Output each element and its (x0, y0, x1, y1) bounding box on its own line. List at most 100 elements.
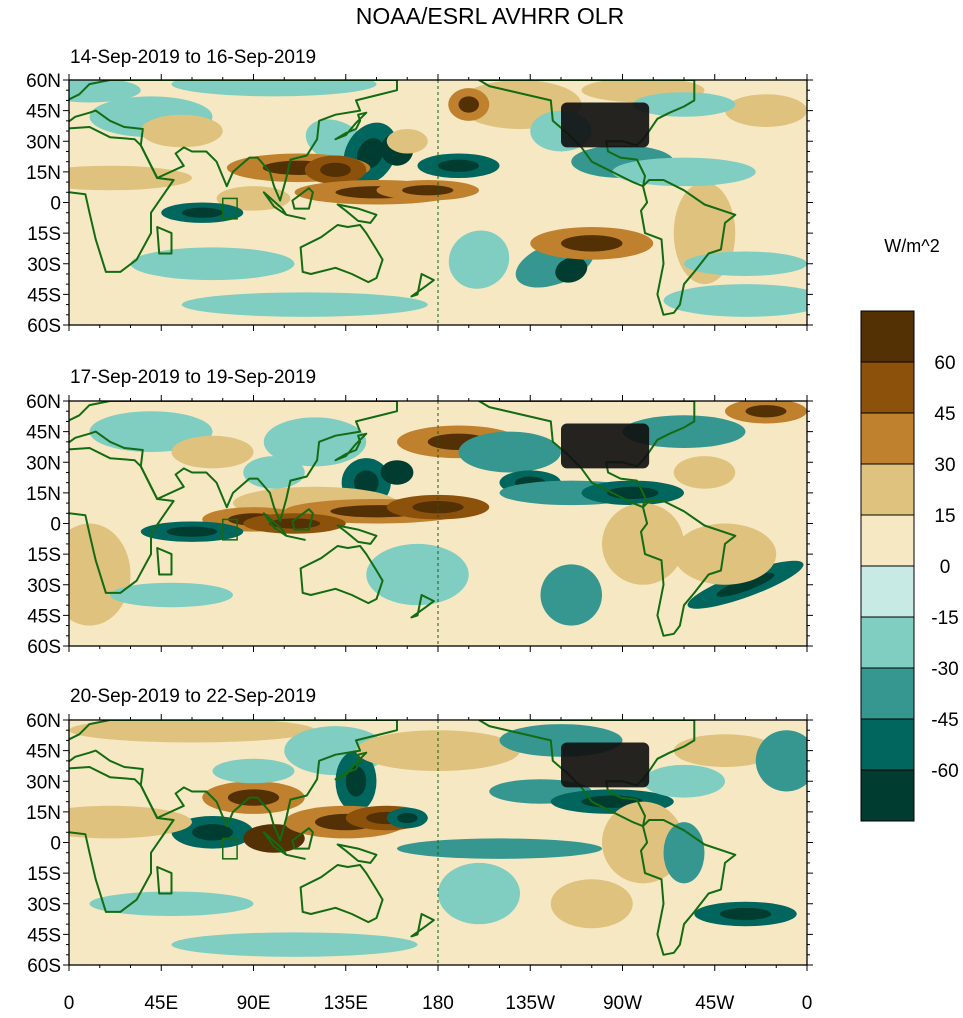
lat-label: 0 (50, 515, 61, 536)
lat-label: 15S (27, 545, 61, 566)
lat-label: 60S (27, 637, 61, 658)
lat-label: 15S (27, 224, 61, 245)
colorbar-label: 15 (934, 506, 955, 527)
anomaly-region (89, 891, 254, 916)
anomaly-region (366, 543, 469, 606)
anomaly-field (69, 401, 807, 646)
lon-label: 45W (695, 993, 734, 1013)
anomaly-region (69, 720, 315, 743)
anomaly-region (181, 292, 428, 317)
anomaly-field (69, 80, 807, 325)
coastline (69, 447, 175, 594)
coastline (291, 508, 314, 531)
anomaly-region (632, 92, 736, 117)
anomaly-region (397, 838, 602, 859)
anomaly-region (380, 460, 414, 485)
lon-label: 90W (603, 993, 642, 1013)
lat-label: 60N (26, 711, 61, 732)
anomaly-region (243, 456, 305, 489)
lat-label: 0 (50, 194, 61, 215)
colorbar-label: -60 (931, 761, 958, 782)
lat-label: 30S (27, 576, 61, 597)
anomaly-core (345, 765, 367, 797)
panel-date-label: 20-Sep-2019 to 22-Sep-2019 (70, 686, 316, 707)
colorbar-label: -45 (931, 710, 958, 731)
anomaly-region (555, 257, 588, 283)
longitude-axis: 0 45E 90E 135E 180 135W 90W 45W 0 (64, 993, 813, 1014)
coastline (69, 720, 398, 842)
anomaly-region (448, 230, 510, 289)
lat-label: 15S (27, 864, 61, 885)
us-state-boundaries (561, 742, 650, 788)
us-state-boundaries (561, 102, 650, 148)
anomaly-region (663, 284, 807, 317)
anomaly-core (397, 812, 418, 824)
colorbar-label: -30 (931, 659, 958, 680)
coastline (334, 751, 368, 781)
coastline (69, 126, 175, 273)
anomaly-region (602, 801, 684, 884)
anomaly-core (458, 96, 479, 113)
anomaly-contours (69, 401, 807, 626)
panel-date-label: 14-Sep-2019 to 16-Sep-2019 (70, 47, 316, 68)
anomaly-core (719, 907, 772, 921)
coastline (334, 432, 368, 462)
panel-date-label: 17-Sep-2019 to 19-Sep-2019 (70, 367, 316, 388)
anomaly-field (69, 720, 807, 965)
colorbar-swatch (860, 412, 915, 465)
coastline (334, 111, 368, 141)
colorbar-label: 0 (940, 557, 951, 578)
lat-label: 15N (26, 803, 61, 824)
anomaly-core (356, 138, 384, 169)
lat-label: 45N (26, 423, 61, 444)
anomaly-core (716, 572, 775, 597)
lat-label: 60N (26, 392, 61, 413)
coastline (299, 224, 384, 284)
anomaly-region (725, 94, 807, 127)
colorbar-swatch (860, 565, 915, 618)
anomaly-core (268, 518, 321, 529)
lat-label: 30S (27, 895, 61, 916)
coastlines (69, 401, 737, 637)
panel-axes: 60N 45N 30N 15N 0 15S 30S 45S 60S (26, 392, 813, 658)
coastline (69, 766, 175, 913)
anomaly-region (458, 431, 561, 473)
lat-label: 30N (26, 772, 61, 793)
colorbar-swatch (860, 718, 915, 771)
lon-label: 135W (505, 993, 555, 1013)
lat-label: 45S (27, 925, 61, 946)
anomaly-core (192, 824, 233, 841)
lat-label: 45S (27, 285, 61, 306)
anomaly-region (622, 415, 746, 448)
anomaly-region (212, 758, 295, 784)
anomaly-region (438, 862, 520, 925)
region-box (222, 197, 238, 220)
map-panel: 17-Sep-2019 to 19-Sep-2019 60N 45N 30N 15N 0… (26, 367, 813, 658)
coastline (410, 273, 435, 298)
colorbar-units: W/m^2 (884, 236, 939, 256)
coastline (336, 524, 378, 545)
coastline (299, 864, 384, 924)
anomaly-region (643, 764, 725, 798)
coastline (640, 179, 737, 316)
lat-label: 0 (50, 834, 61, 855)
anomaly-region (673, 456, 736, 489)
colorbar-swatch (860, 361, 915, 414)
map-panel: 20-Sep-2019 to 22-Sep-2019 60N 45N 30N 15N 0… (26, 686, 813, 977)
anomaly-core (402, 185, 454, 196)
lon-label: 0 (802, 993, 813, 1013)
anomaly-region (673, 734, 777, 767)
coastline (156, 226, 173, 255)
anomaly-region (612, 157, 756, 187)
colorbar-swatch (860, 463, 915, 516)
anomaly-region (386, 129, 428, 154)
lon-label: 45E (144, 993, 178, 1013)
anomaly-core (181, 207, 223, 218)
colorbar-swatch (860, 616, 915, 669)
anomaly-region (673, 523, 777, 585)
colorbar-swatch (860, 769, 915, 822)
coastline (69, 80, 398, 202)
colorbar-label: -15 (931, 608, 958, 629)
anomaly-region (110, 582, 233, 608)
